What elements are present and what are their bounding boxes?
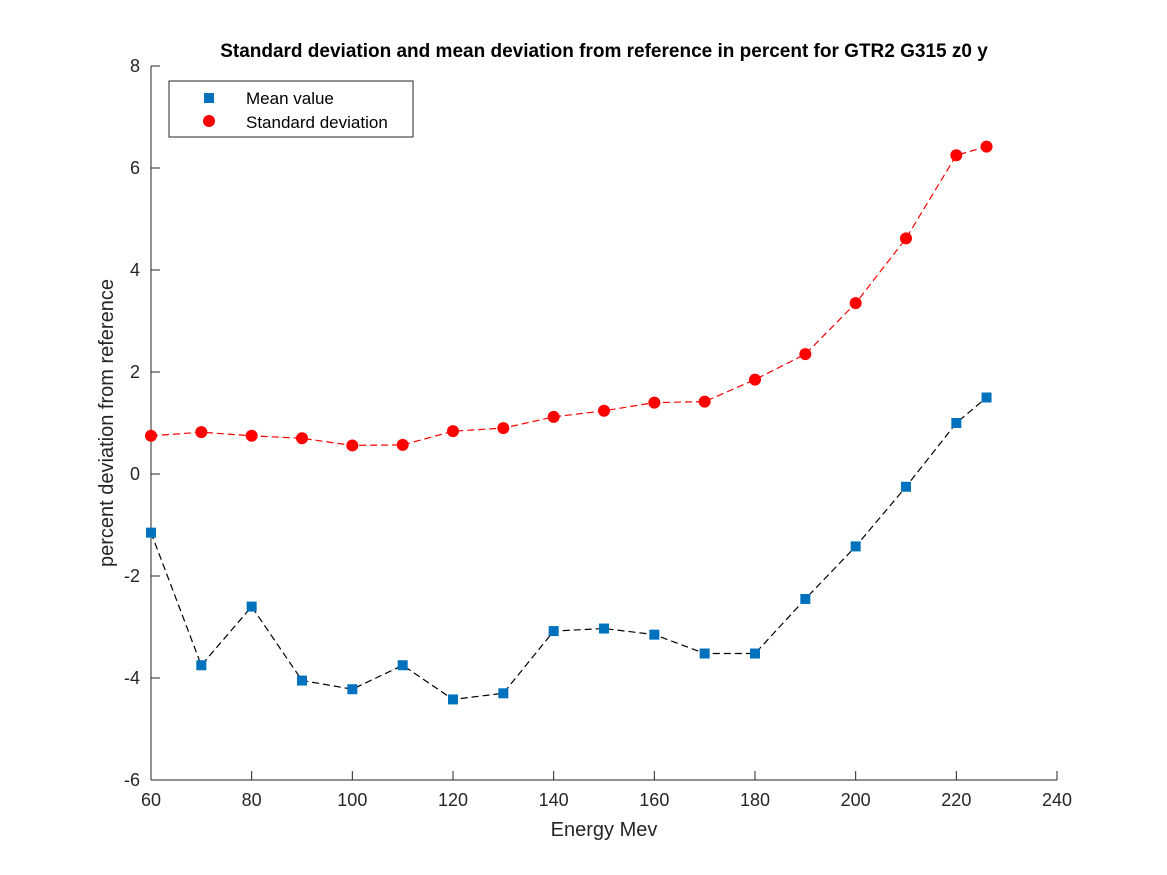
data-point-mean	[800, 593, 811, 604]
legend-marker-mean	[204, 93, 214, 103]
data-point-std	[447, 425, 459, 438]
data-point-mean	[699, 648, 710, 659]
data-point-mean	[246, 601, 257, 612]
y-ticks: -6 -4 -2 0 2 4 6 8	[124, 56, 160, 790]
data-point-std	[497, 422, 510, 435]
data-point-mean	[599, 623, 609, 634]
series-line-mean	[150, 397, 987, 701]
x-tick-label: 100	[337, 790, 367, 810]
x-tick-label: 240	[1042, 790, 1072, 810]
data-point-std	[396, 438, 409, 451]
legend: Mean value Standard deviation	[168, 80, 414, 138]
data-point-mean	[901, 481, 911, 492]
data-point-std	[145, 429, 157, 442]
y-tick-label: -4	[124, 668, 140, 688]
data-point-std	[245, 429, 258, 442]
x-ticks: 60 80 100 120 140 160 180 200 220 240	[141, 771, 1072, 810]
y-axis-label: percent deviation from reference	[96, 279, 118, 567]
data-point-mean	[448, 694, 458, 705]
y-tick-label: 2	[130, 362, 140, 382]
x-tick-label: 60	[141, 790, 161, 810]
series-line-std	[150, 146, 987, 447]
data-point-mean	[951, 418, 962, 428]
data-point-mean	[498, 688, 509, 699]
data-point-mean	[850, 541, 861, 552]
data-point-std	[598, 404, 610, 417]
legend-label-mean: Mean value	[246, 89, 334, 108]
data-point-mean	[347, 684, 358, 695]
data-point-std	[346, 439, 359, 452]
x-tick-label: 140	[539, 790, 569, 810]
legend-label-std: Standard deviation	[246, 113, 388, 132]
legend-marker-std	[203, 115, 215, 127]
plot-area: 60 80 100 120 140 160 180 200 220 240 -6 -4 -2 0 2 4 6 8	[124, 56, 1072, 810]
data-point-std	[648, 396, 661, 409]
x-tick-label: 160	[639, 790, 669, 810]
y-tick-label: 8	[130, 56, 140, 76]
data-point-mean	[397, 660, 408, 671]
x-tick-label: 220	[941, 790, 971, 810]
y-tick-label: 0	[130, 464, 140, 484]
data-point-std	[749, 373, 761, 386]
data-point-std	[547, 410, 560, 423]
data-point-std	[698, 395, 711, 408]
data-point-mean	[196, 660, 207, 671]
data-point-std	[296, 432, 308, 445]
data-point-mean	[649, 629, 660, 640]
data-point-mean	[750, 648, 760, 659]
data-point-std	[980, 140, 993, 153]
y-tick-label: -2	[124, 566, 140, 586]
y-tick-label: 4	[130, 260, 140, 280]
y-tick-label: -6	[124, 770, 140, 790]
data-point-std	[900, 232, 912, 245]
data-point-mean	[146, 527, 156, 538]
chart-title: Standard deviation and mean deviation fr…	[220, 41, 988, 62]
data-point-std	[195, 426, 208, 439]
data-point-mean	[548, 626, 559, 637]
data-point-mean	[981, 392, 992, 403]
data-point-mean	[297, 675, 307, 686]
x-tick-label: 120	[438, 790, 468, 810]
data-point-std	[950, 149, 963, 162]
x-tick-label: 200	[841, 790, 871, 810]
x-axis-label: Energy Mev	[551, 819, 658, 841]
data-point-std	[849, 297, 862, 310]
legend-box	[168, 80, 414, 138]
data-point-std	[799, 348, 812, 361]
series-layer	[145, 140, 993, 705]
x-tick-label: 80	[242, 790, 262, 810]
y-tick-label: 6	[130, 158, 140, 178]
x-tick-label: 180	[740, 790, 770, 810]
